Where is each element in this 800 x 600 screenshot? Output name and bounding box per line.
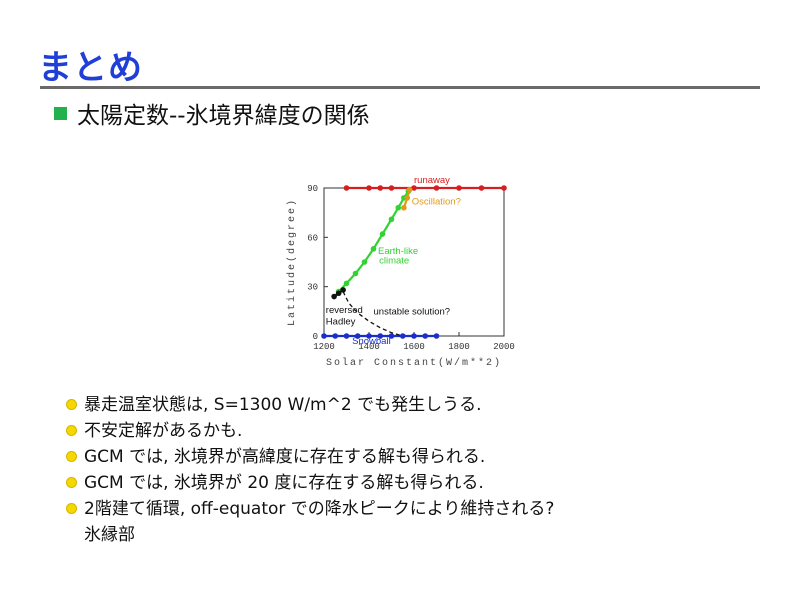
data-point-reversed-hadley	[335, 290, 342, 297]
bullet-list: 暴走温室状態は, S=1300 W/m^2 でも発生しうる. 不安定解があるかも…	[66, 392, 766, 548]
title-underline	[40, 86, 760, 89]
data-point-oscillation	[406, 186, 413, 193]
bullet-item: 暴走温室状態は, S=1300 W/m^2 でも発生しうる.	[66, 392, 766, 418]
data-point-oscillation	[404, 195, 411, 201]
bullet-text: 2階建て循環, off-equator での降水ピークにより維持される?	[84, 499, 555, 519]
data-point-oscillation	[401, 204, 407, 211]
solar-constant-latitude-chart: 1200 1400 1600 1800 2000 0 30 60 90 Solar Constan…	[286, 175, 515, 369]
y-tick-label: 90	[307, 184, 318, 194]
chart-annotation: unstable solution?	[374, 307, 451, 318]
bullet-dot-icon	[66, 399, 77, 410]
bullet-item: 不安定解があるかも.	[66, 418, 766, 444]
x-tick-label: 1600	[403, 342, 425, 352]
data-point-earth-like-climate	[343, 280, 350, 287]
data-point-snowball	[321, 333, 327, 339]
square-bullet-icon	[54, 107, 67, 120]
y-tick-label: 0	[313, 332, 318, 342]
data-point-snowball	[354, 333, 361, 339]
bullet-dot-icon	[66, 451, 77, 462]
data-point-snowball	[433, 333, 440, 339]
bullet-dot-icon	[66, 425, 77, 436]
data-point-runaway	[456, 185, 462, 191]
data-point-runaway	[343, 185, 350, 191]
y-axis-label: Latitude(degree)	[286, 198, 298, 326]
data-point-snowball	[422, 333, 429, 339]
data-point-snowball	[332, 333, 339, 339]
bullet-text: GCM では, 氷境界が 20 度に存在する解も得られる.	[84, 473, 484, 493]
data-point-runaway	[433, 185, 440, 191]
data-point-earth-like-climate	[388, 216, 395, 223]
bullet-item: GCM では, 氷境界が 20 度に存在する解も得られる.	[66, 470, 766, 496]
series-line-unstable-solution	[342, 291, 403, 337]
x-tick-label: 1200	[313, 342, 335, 352]
series-line-earth-like-climate	[337, 190, 410, 293]
data-point-runaway	[366, 185, 372, 191]
data-point-snowball	[343, 333, 350, 339]
bullet-item: GCM では, 氷境界が高緯度に存在する解も得られる.	[66, 444, 766, 470]
bullet-item: 2階建て循環, off-equator での降水ピークにより維持される?	[66, 496, 766, 522]
bullet-text: 暴走温室状態は, S=1300 W/m^2 でも発生しうる.	[84, 395, 482, 415]
bullet-continuation: 氷縁部	[84, 525, 135, 545]
y-tick-label: 60	[307, 233, 318, 243]
data-point-snowball	[377, 333, 384, 339]
x-tick-label: 2000	[493, 342, 515, 352]
data-point-earth-like-climate	[352, 270, 359, 277]
bullet-text: GCM では, 氷境界が高緯度に存在する解も得られる.	[84, 447, 486, 467]
data-point-earth-like-climate	[370, 246, 377, 252]
bullet-text: 不安定解があるかも.	[84, 421, 243, 441]
chart-annotation: Oscillation?	[412, 197, 461, 208]
data-point-runaway	[501, 185, 507, 191]
chart-annotation: Hadley	[326, 316, 356, 327]
data-point-reversed-hadley	[340, 287, 346, 293]
bullet-dot-icon	[66, 477, 77, 488]
subheading-text: 太陽定数--氷境界緯度の関係	[77, 103, 370, 129]
y-tick-label: 30	[307, 283, 318, 293]
data-point-runaway	[388, 185, 395, 191]
slide-title: まとめ	[38, 48, 143, 88]
chart-annotation: Snowball	[352, 336, 391, 347]
data-point-snowball	[388, 333, 395, 339]
data-point-runaway	[478, 185, 485, 191]
data-point-runaway	[411, 185, 417, 191]
chart-annotation: runaway	[414, 175, 450, 186]
data-point-earth-like-climate	[379, 231, 386, 237]
data-point-earth-like-climate	[395, 204, 402, 211]
x-axis-label: Solar Constant(W/m**2)	[326, 357, 502, 369]
data-point-reversed-hadley	[331, 293, 337, 300]
chart-annotation: Earth-like	[378, 246, 418, 257]
chart-annotation: climate	[379, 256, 409, 267]
x-tick-label: 1400	[358, 342, 380, 352]
x-tick-label: 1800	[448, 342, 470, 352]
chart-annotation: reversed	[326, 305, 363, 316]
data-point-runaway	[377, 185, 384, 191]
data-point-snowball	[366, 333, 372, 339]
data-point-snowball	[411, 333, 417, 339]
bullet-dot-icon	[66, 503, 77, 514]
subheading: 太陽定数--氷境界緯度の関係	[54, 96, 370, 130]
data-point-earth-like-climate	[361, 259, 368, 265]
